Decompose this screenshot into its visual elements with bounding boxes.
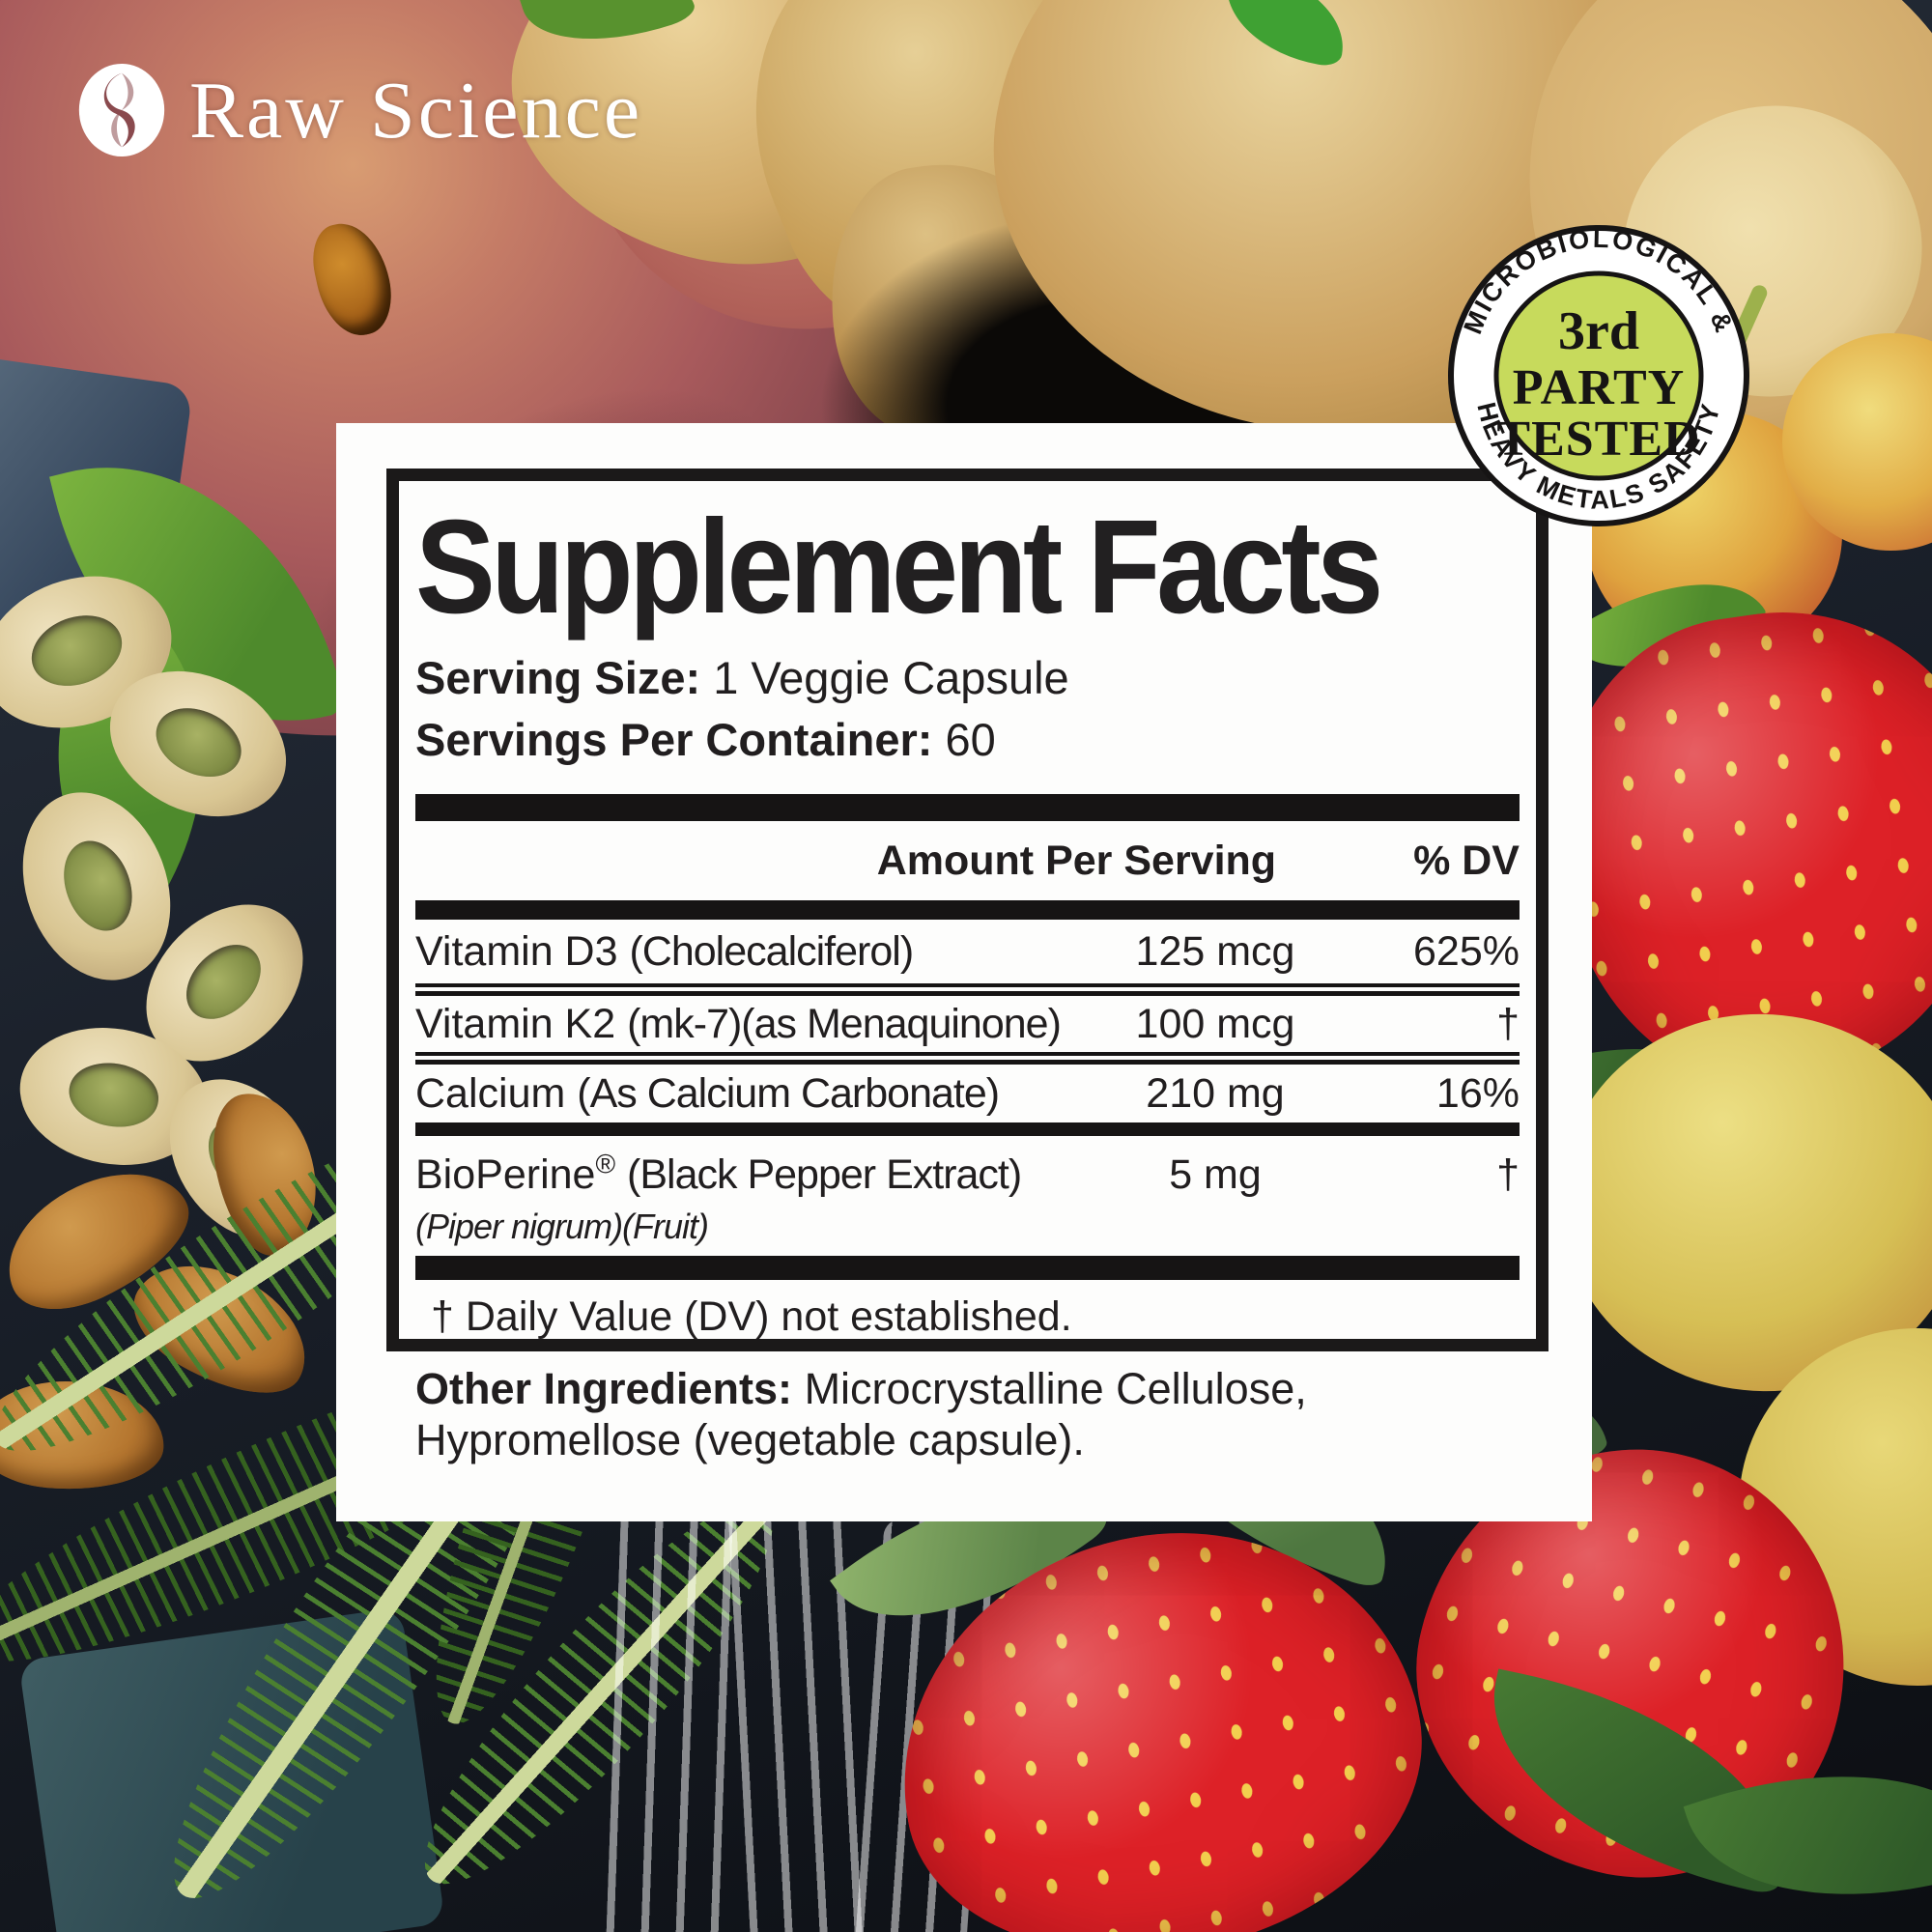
nutrient-subdetail: (Piper nigrum)(Fruit) (415, 1207, 709, 1246)
divider-double (415, 1052, 1520, 1065)
leaf-s-icon (78, 64, 165, 156)
brand-logo: Raw Science (75, 60, 642, 160)
table-row: BioPerine® (Black Pepper Extract) 5 mg † (415, 1136, 1520, 1208)
pistachio-nut (172, 930, 275, 1034)
nutrient-dv: 16% (1435, 1069, 1520, 1117)
nutrient-name: Vitamin K2 (mk-7)(as Menaquinone) (415, 1000, 1062, 1047)
badge-line3: TESTED (1496, 412, 1700, 467)
pistachio-nut (21, 603, 132, 698)
facts-box: Supplement Facts Serving Size: 1 Veggie … (386, 469, 1548, 1351)
nutrient-amount: 125 mcg (1135, 927, 1295, 975)
table-row: Vitamin K2 (mk-7)(as Menaquinone) 100 mc… (415, 996, 1520, 1052)
badge-inner-circle (1493, 270, 1704, 481)
other-ingredients-value: Microcrystalline Cellulose, Hypromellose… (415, 1364, 1307, 1464)
table-row: Calcium (As Calcium Carbonate) 210 mg 16… (415, 1065, 1520, 1122)
table-header-row: Amount Per Serving % DV (415, 821, 1520, 900)
other-ingredients-label: Other Ingredients: (415, 1364, 793, 1413)
celery-stalk (726, 1479, 882, 1932)
nutrient-name: BioPerine® (Black Pepper Extract) (415, 1149, 1022, 1198)
nutrient-amount: 100 mcg (1135, 1000, 1295, 1047)
third-party-tested-badge: MICROBIOLOGICAL & HEAVY METALS SAFETY 3r… (1443, 220, 1754, 531)
divider-thick (415, 900, 1520, 920)
registered-trademark: ® (595, 1149, 616, 1179)
celery-stalk (605, 1499, 743, 1932)
divider-thick (415, 1122, 1520, 1136)
nutrient-dv: † (1496, 1000, 1520, 1047)
servings-value: 60 (945, 714, 996, 765)
nutrient-name: Vitamin D3 (Cholecalciferol) (415, 927, 914, 975)
supplement-facts-panel: Supplement Facts Serving Size: 1 Veggie … (336, 423, 1592, 1521)
pistachio-nut (64, 1056, 164, 1134)
badge-line2: PARTY (1513, 360, 1685, 415)
serving-size-value: 1 Veggie Capsule (713, 652, 1069, 703)
divider-thick (415, 1256, 1520, 1280)
table-row: Vitamin D3 (Cholecalciferol) 125 mcg 625… (415, 920, 1520, 983)
pistachio-nut (145, 696, 252, 790)
nutrient-name: Calcium (As Calcium Carbonate) (415, 1069, 1000, 1117)
nutrient-amount: 5 mg (1169, 1151, 1262, 1198)
nutrient-amount: 210 mg (1146, 1069, 1285, 1117)
other-ingredients: Other Ingredients: Microcrystalline Cell… (415, 1363, 1526, 1465)
servings-label: Servings Per Container: (415, 714, 933, 765)
serving-size-line: Serving Size: 1 Veggie Capsule (415, 647, 1520, 709)
servings-per-container-line: Servings Per Container: 60 (415, 709, 1520, 771)
nutrient-dv: † (1496, 1151, 1520, 1198)
badge-line1: 3rd (1558, 301, 1639, 361)
brand-name: Raw Science (189, 65, 643, 156)
dv-footnote: † Daily Value (DV) not established. (431, 1293, 1072, 1340)
serving-size-label: Serving Size: (415, 652, 701, 703)
divider-thick (415, 794, 1520, 821)
panel-title: Supplement Facts (415, 493, 1383, 641)
nutrient-dv: 625% (1413, 927, 1520, 975)
pistachio-nut (51, 831, 145, 941)
column-header-dv: % DV (1413, 837, 1520, 884)
divider-double (415, 983, 1520, 996)
column-header-amount: Amount Per Serving (876, 837, 1277, 884)
